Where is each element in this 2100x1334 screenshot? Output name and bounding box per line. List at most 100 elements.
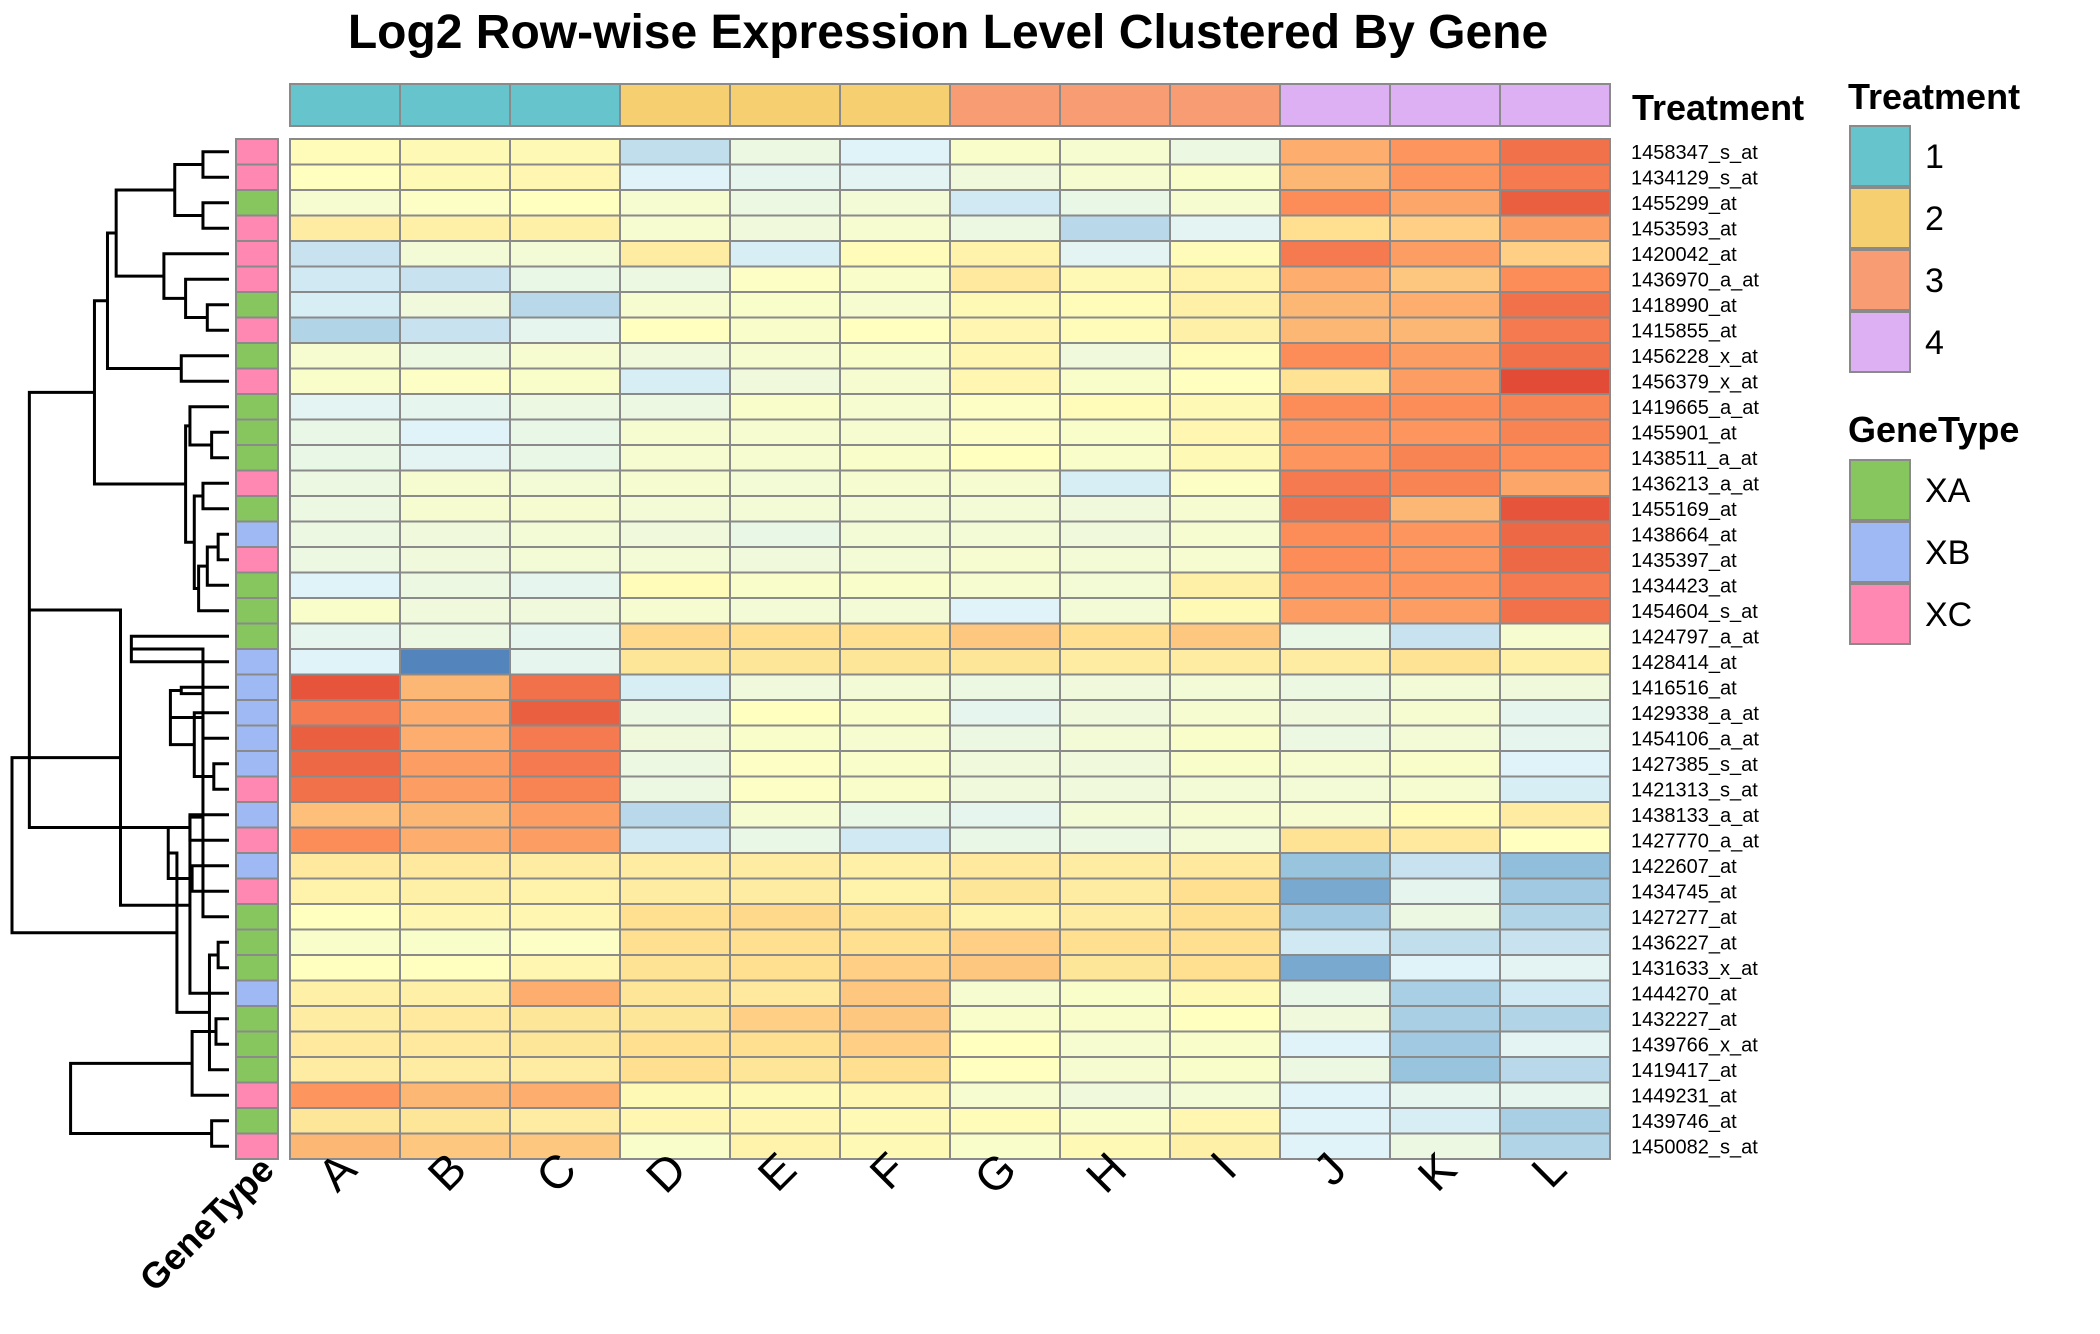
heatmap-cell xyxy=(1059,979,1171,1007)
heatmap-cell xyxy=(289,852,401,880)
heatmap-cell xyxy=(399,240,511,268)
heatmap-cell xyxy=(1389,801,1501,829)
genetype-annotation-cell xyxy=(235,775,279,803)
heatmap-cell xyxy=(509,750,621,778)
heatmap-cell xyxy=(509,928,621,956)
heatmap-cell xyxy=(399,852,511,880)
heatmap-cell xyxy=(1499,189,1611,217)
heatmap-cell xyxy=(949,954,1061,982)
heatmap-cell xyxy=(949,240,1061,268)
heatmap-cell xyxy=(1169,163,1281,191)
heatmap-cell xyxy=(1279,852,1391,880)
heatmap-cell xyxy=(1279,367,1391,395)
genetype-annotation-cell xyxy=(235,1107,279,1135)
heatmap-cell xyxy=(1499,954,1611,982)
heatmap-cell xyxy=(729,520,841,548)
genetype-legend-title: GeneType xyxy=(1848,409,2019,450)
heatmap-cell xyxy=(1279,699,1391,727)
heatmap-cell xyxy=(949,1132,1061,1160)
heatmap-cell xyxy=(1499,1056,1611,1084)
heatmap-cell xyxy=(1169,189,1281,217)
heatmap-cell xyxy=(509,520,621,548)
row-label: 1455901_at xyxy=(1631,422,1737,444)
heatmap-cell xyxy=(729,1005,841,1033)
heatmap-cell xyxy=(839,495,951,523)
row-label: 1424797_a_at xyxy=(1631,626,1759,648)
genetype-annotation-cell xyxy=(235,214,279,242)
heatmap-cell xyxy=(1279,597,1391,625)
heatmap-cell xyxy=(509,801,621,829)
heatmap-cell xyxy=(619,826,731,854)
heatmap-cell xyxy=(509,1081,621,1109)
treatment-legend-label: 3 xyxy=(1925,262,1944,300)
heatmap-cell xyxy=(399,469,511,497)
heatmap-cell xyxy=(289,342,401,370)
row-label: 1436970_a_at xyxy=(1631,269,1759,291)
heatmap-cell xyxy=(1169,852,1281,880)
heatmap-cell xyxy=(729,750,841,778)
heatmap-cell xyxy=(1279,622,1391,650)
heatmap-cell xyxy=(949,877,1061,905)
genetype-annotation-cell xyxy=(235,240,279,268)
heatmap-cell xyxy=(1389,699,1501,727)
genetype-annotation-cell xyxy=(235,622,279,650)
genetype-annotation-cell xyxy=(235,418,279,446)
genetype-annotation-cell xyxy=(235,316,279,344)
heatmap-cell xyxy=(729,673,841,701)
heatmap-cell xyxy=(289,495,401,523)
genetype-annotation-cell xyxy=(235,1081,279,1109)
heatmap-cell xyxy=(839,138,951,166)
heatmap-cell xyxy=(509,189,621,217)
heatmap-cell xyxy=(1499,750,1611,778)
heatmap-cell xyxy=(839,1005,951,1033)
heatmap-cell xyxy=(839,750,951,778)
heatmap-cells xyxy=(289,138,1611,1160)
genetype-annotation-cell xyxy=(235,877,279,905)
heatmap-cell xyxy=(839,291,951,319)
row-label: 1438133_a_at xyxy=(1631,805,1759,827)
heatmap-cell xyxy=(1499,469,1611,497)
heatmap-cell xyxy=(1389,571,1501,599)
heatmap-cell xyxy=(949,1107,1061,1135)
heatmap-cell xyxy=(839,1081,951,1109)
row-label: 1439766_x_at xyxy=(1631,1034,1758,1056)
heatmap-cell xyxy=(1169,1056,1281,1084)
heatmap-cell xyxy=(289,801,401,829)
heatmap-cell xyxy=(949,750,1061,778)
heatmap-cell xyxy=(1169,1005,1281,1033)
row-label: 1427385_s_at xyxy=(1631,754,1758,776)
heatmap-cell xyxy=(1279,214,1391,242)
heatmap-cell xyxy=(619,903,731,931)
heatmap-cell xyxy=(1169,138,1281,166)
heatmap-cell xyxy=(619,367,731,395)
heatmap-cell xyxy=(1279,979,1391,1007)
heatmap-cell xyxy=(1169,214,1281,242)
heatmap-cell xyxy=(949,265,1061,293)
genetype-annotation-cell xyxy=(235,979,279,1007)
heatmap-cell xyxy=(839,546,951,574)
heatmap-cell xyxy=(509,495,621,523)
heatmap-cell xyxy=(729,928,841,956)
heatmap-cell xyxy=(839,1030,951,1058)
heatmap-cell xyxy=(1169,928,1281,956)
heatmap-cell xyxy=(949,1005,1061,1033)
heatmap-cell xyxy=(1279,189,1391,217)
heatmap-cell xyxy=(289,648,401,676)
treatment-annotation-cell xyxy=(1389,83,1501,127)
heatmap-cell xyxy=(1389,418,1501,446)
treatment-annotation-cell xyxy=(399,83,511,127)
genetype-annotation-cell xyxy=(235,393,279,421)
heatmap-cell xyxy=(289,699,401,727)
heatmap-cell xyxy=(1059,189,1171,217)
heatmap-cell xyxy=(289,1107,401,1135)
treatment-annotation-cell xyxy=(949,83,1061,127)
heatmap-cell xyxy=(1169,954,1281,982)
heatmap-cell xyxy=(509,775,621,803)
heatmap-cell xyxy=(1169,699,1281,727)
heatmap-cell xyxy=(1279,877,1391,905)
heatmap-cell xyxy=(1499,163,1611,191)
heatmap-cell xyxy=(509,469,621,497)
genetype-legend-label: XC xyxy=(1925,596,1972,634)
heatmap-cell xyxy=(619,546,731,574)
heatmap-cell xyxy=(1499,214,1611,242)
